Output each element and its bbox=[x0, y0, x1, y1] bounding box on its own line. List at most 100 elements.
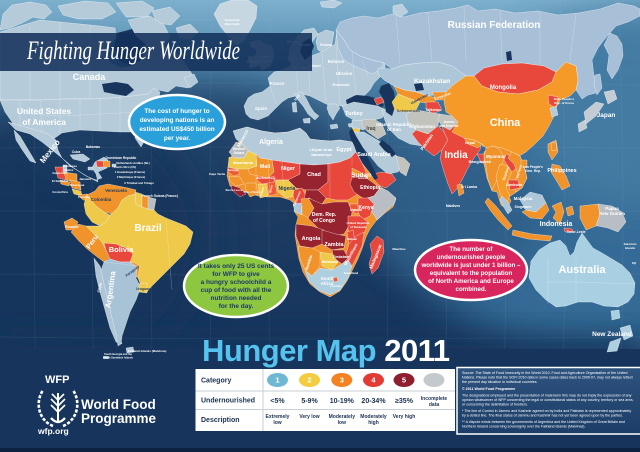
svg-text:Tajikistan: Tajikistan bbox=[425, 108, 440, 112]
svg-text:4: 4 bbox=[371, 376, 376, 385]
svg-text:Colombia: Colombia bbox=[91, 197, 112, 202]
svg-text:Spain: Spain bbox=[255, 106, 268, 111]
svg-text:New Guinea: New Guinea bbox=[599, 211, 625, 216]
svg-text:Islamic Republic: Islamic Republic bbox=[376, 122, 412, 127]
svg-text:Bahamas: Bahamas bbox=[86, 145, 100, 149]
svg-text:Dem. People's: Dem. People's bbox=[554, 97, 575, 101]
svg-text:United Republic: United Republic bbox=[347, 221, 370, 225]
svg-text:Guatemala: Guatemala bbox=[52, 171, 68, 175]
svg-text:Uruguay: Uruguay bbox=[136, 287, 150, 291]
svg-text:Islands: Islands bbox=[625, 246, 636, 250]
svg-text:Niger: Niger bbox=[281, 166, 296, 172]
svg-text:by a dotted line. The final st: by a dotted line. The final status of Ja… bbox=[462, 414, 623, 418]
svg-text:Malawi: Malawi bbox=[347, 237, 357, 241]
svg-text:per year.: per year. bbox=[164, 135, 191, 142]
svg-text:Poland: Poland bbox=[307, 63, 321, 68]
svg-text:Nicaragua: Nicaragua bbox=[70, 183, 85, 187]
svg-text:France: France bbox=[270, 81, 285, 86]
svg-text:Programme: Programme bbox=[81, 411, 157, 426]
svg-text:Hunger Map 2011: Hunger Map 2011 bbox=[202, 333, 450, 368]
svg-text:French Guiana (France): French Guiana (France) bbox=[142, 194, 178, 198]
svg-text:Mongolia: Mongolia bbox=[490, 85, 517, 91]
svg-text:Uganda: Uganda bbox=[350, 208, 362, 212]
svg-text:Zimbabwe: Zimbabwe bbox=[333, 255, 350, 259]
svg-text:undernourished people: undernourished people bbox=[437, 254, 506, 261]
svg-text:Myanmar: Myanmar bbox=[486, 154, 506, 159]
svg-text:Turkmenistan: Turkmenistan bbox=[396, 109, 419, 113]
svg-text:Mali: Mali bbox=[260, 164, 271, 170]
svg-text:WFP: WFP bbox=[45, 374, 69, 386]
svg-text:United States: United States bbox=[17, 106, 72, 116]
svg-text:Cape Verde: Cape Verde bbox=[209, 172, 226, 176]
svg-text:≥35%: ≥35% bbox=[395, 398, 414, 405]
svg-text:Finland: Finland bbox=[320, 43, 332, 47]
svg-text:The designations employed and: The designations employed and the presen… bbox=[462, 394, 632, 398]
svg-text:or concerning the delimitation: or concerning the delimitation of fronti… bbox=[462, 403, 528, 407]
svg-text:estimated US$450 billion: estimated US$450 billion bbox=[139, 126, 214, 133]
svg-text:** A dispute exists between th: ** A dispute exists between the governme… bbox=[462, 420, 625, 424]
svg-text:Very high: Very high bbox=[393, 414, 416, 420]
svg-text:© 2011 World Food Programme: © 2011 World Food Programme bbox=[462, 387, 515, 391]
svg-text:Viet Nam: Viet Nam bbox=[515, 165, 522, 179]
svg-text:Ukraine: Ukraine bbox=[336, 71, 353, 76]
svg-text:Greenland: Greenland bbox=[225, 18, 240, 22]
svg-text:Singapore: Singapore bbox=[514, 205, 531, 209]
svg-text:Philippines: Philippines bbox=[547, 168, 576, 174]
svg-text:South Georgia and the: South Georgia and the bbox=[104, 352, 132, 356]
svg-text:2: 2 bbox=[307, 376, 311, 385]
svg-text:It takes only 25 US cents: It takes only 25 US cents bbox=[198, 263, 275, 270]
svg-text:Brazil: Brazil bbox=[134, 223, 161, 234]
svg-text:Angola: Angola bbox=[302, 236, 322, 242]
svg-text:Jamahiriya: Jamahiriya bbox=[311, 152, 333, 157]
svg-text:for the day.: for the day. bbox=[219, 303, 254, 310]
svg-text:Burkina Faso: Burkina Faso bbox=[256, 176, 275, 180]
svg-text:10-19%: 10-19% bbox=[330, 398, 355, 405]
svg-text:20-34%: 20-34% bbox=[361, 398, 386, 405]
svg-text:Lao People's: Lao People's bbox=[523, 165, 543, 169]
svg-text:Ethiopia: Ethiopia bbox=[360, 185, 380, 191]
svg-text:of America: of America bbox=[22, 117, 66, 127]
svg-text:South Sandwich Islands: South Sandwich Islands bbox=[103, 356, 133, 360]
svg-text:Eritrea: Eritrea bbox=[358, 176, 368, 180]
svg-text:a hungry schoolchild a: a hungry schoolchild a bbox=[201, 279, 272, 286]
svg-text:Bolivia: Bolivia bbox=[109, 245, 134, 254]
svg-text:Falkland Islands (Malvinas): Falkland Islands (Malvinas) bbox=[128, 349, 167, 353]
svg-text:2 Martinique (France): 2 Martinique (France) bbox=[117, 175, 145, 179]
svg-text:Fiji: Fiji bbox=[632, 261, 636, 265]
svg-text:Maldives: Maldives bbox=[446, 204, 460, 208]
svg-text:low: low bbox=[273, 420, 281, 426]
svg-text:Mauritania: Mauritania bbox=[233, 160, 254, 165]
svg-text:high: high bbox=[368, 420, 379, 426]
svg-text:Rep. of Korea: Rep. of Korea bbox=[554, 101, 574, 105]
svg-text:China: China bbox=[490, 117, 521, 129]
svg-text:opinion whatsoever of WFP conc: opinion whatsoever of WFP concerning the… bbox=[462, 398, 633, 402]
svg-text:Sahara: Sahara bbox=[234, 151, 245, 155]
svg-text:Saudi Arabia: Saudi Arabia bbox=[357, 152, 391, 158]
svg-text:Venezuela: Venezuela bbox=[105, 188, 127, 193]
svg-text:equivalent to the population: equivalent to the population bbox=[430, 270, 513, 277]
svg-text:3: 3 bbox=[340, 376, 344, 385]
svg-text:Jammu: Jammu bbox=[443, 120, 454, 124]
svg-text:Algeria: Algeria bbox=[259, 139, 283, 146]
svg-text:Swaziland: Swaziland bbox=[344, 271, 359, 275]
svg-text:Northern Ireland concerning so: Northern Ireland concerning sovereignty … bbox=[462, 425, 585, 429]
svg-text:data: data bbox=[429, 402, 440, 408]
svg-text:Belarus: Belarus bbox=[328, 59, 345, 64]
svg-text:Turkey: Turkey bbox=[345, 111, 364, 117]
svg-text:* The line of Control in Jammu: * The line of Control in Jammu and Kashm… bbox=[462, 409, 631, 413]
svg-text:Zambia: Zambia bbox=[324, 242, 344, 248]
svg-text:El Salvador: El Salvador bbox=[52, 179, 69, 183]
svg-text:Sudan: Sudan bbox=[351, 172, 371, 179]
svg-text:Cuba: Cuba bbox=[72, 150, 81, 154]
svg-text:Undernourished: Undernourished bbox=[201, 398, 255, 405]
svg-text:Ecuador: Ecuador bbox=[65, 225, 79, 229]
svg-text:Honduras: Honduras bbox=[63, 164, 77, 168]
svg-text:Timor-Leste: Timor-Leste bbox=[566, 230, 585, 234]
svg-text:Kenya: Kenya bbox=[358, 205, 373, 211]
svg-text:Iraq: Iraq bbox=[366, 126, 375, 132]
svg-text:Africa: Africa bbox=[321, 281, 334, 286]
svg-text:cup of food with all the: cup of food with all the bbox=[201, 287, 272, 294]
svg-text:Egypt: Egypt bbox=[336, 147, 351, 153]
svg-text:Extremely: Extremely bbox=[266, 414, 290, 420]
svg-text:5-9%: 5-9% bbox=[301, 398, 318, 405]
